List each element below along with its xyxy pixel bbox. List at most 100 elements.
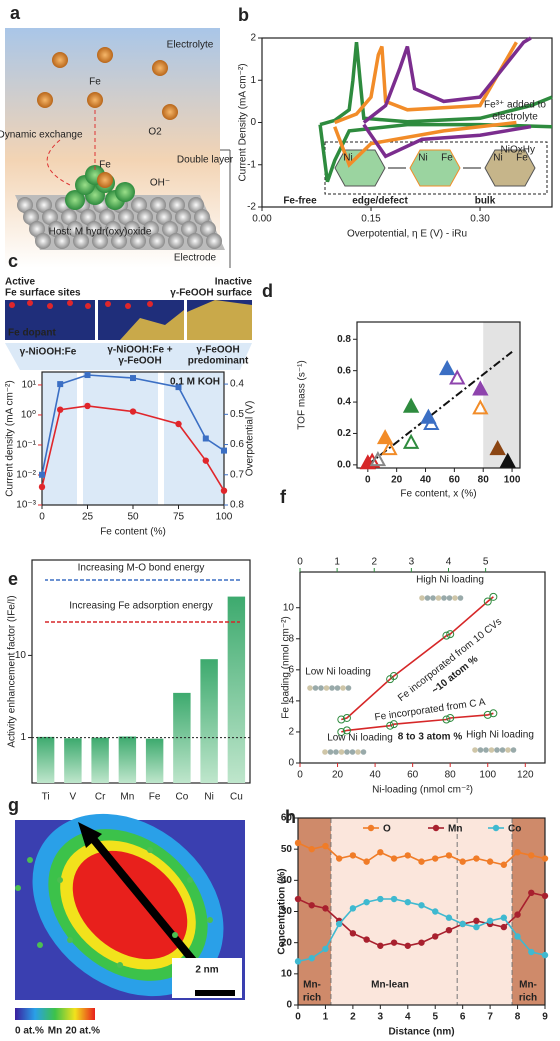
y2-tick-label: 0.8 [230,500,244,511]
fe-ion [52,52,68,68]
x-tick-label: Cr [95,792,106,803]
electrode-atom [23,209,39,225]
annotation: 8 to 3 atom % [398,732,463,743]
colorbar [15,1008,95,1020]
marker [308,845,315,853]
region-label: rich [303,993,321,1004]
annotation: Increasing Fe adsorption energy [69,601,212,612]
marker [363,452,381,468]
fe-ion [152,60,168,76]
marker [389,720,398,729]
annotation: γ-FeOOH [196,345,239,356]
y2-tick-label: 0.4 [230,379,244,390]
atom [510,747,517,753]
x-tick-label: 0.00 [252,214,272,225]
inset-label: Ni [418,153,427,164]
marker [363,858,370,865]
electrode-atom [29,221,45,237]
marker [337,715,346,724]
legend-label: edge/defect [352,196,408,207]
electrode-atom [36,197,52,213]
annotation: γ-FeOOH [118,356,161,367]
annotation: Low Ni loading [305,667,371,678]
x-axis-label: Fe content (%) [100,527,166,538]
x-tick-label: Mn [120,792,134,803]
y-tick-label: 10 [281,968,293,979]
electrode-atom [188,197,204,213]
y-axis-label: TOF mass (s⁻¹) [297,360,308,430]
inset-label: Fe [516,153,528,164]
marker [541,855,549,862]
y-tick-label: 0.0 [337,460,351,471]
x-tick-label: Fe [149,792,161,803]
x-tick-label: 20 [332,770,344,781]
marker [349,930,357,937]
x-tick-label: 4 [405,1012,411,1023]
marker [342,726,351,735]
illustration-text: Fe [99,160,111,171]
electrode-atom [92,233,108,249]
annotation: Inactive [215,277,253,288]
atom [318,685,324,691]
illustration-text: Electrolyte [167,40,214,51]
marker [423,414,440,431]
electrode-atom [206,233,222,249]
marker [445,852,453,859]
y-tick-label: 20 [281,937,293,948]
x-tick-label: 0 [295,1012,301,1023]
y-axis-label: Concentration (%) [277,868,288,954]
marker [514,911,521,918]
series-line [318,42,553,183]
fe-ion [97,47,113,63]
atom [360,749,367,755]
region-label: Mn- [519,980,537,991]
panel-letter: c [8,251,18,271]
panel-a [5,28,231,268]
atom [329,685,335,691]
y-tick-label: 60 [281,813,293,824]
marker [220,487,228,494]
map-zone [72,850,188,960]
atom [327,749,334,755]
annotation: Fe dopant [8,328,56,339]
fe-site [85,303,91,309]
marker [130,375,136,382]
marker [432,855,439,862]
fit-line [367,351,513,466]
electrode-atom [181,221,197,237]
x-tick-label: 2 [350,1012,356,1023]
marker [322,945,329,953]
illustration-text: Electrode [174,253,217,264]
x-tick-label: 60 [449,475,461,486]
x2-tick-label: 0 [297,557,303,568]
fe-ion [87,92,103,108]
annotation: γ-NiOOH:Fe + [107,345,172,356]
atom [488,747,495,753]
feooh-phase [120,310,184,340]
x-tick-label: V [70,792,77,803]
panel-g-map [15,813,245,1020]
legend-marker [367,824,375,832]
fe-ion [162,104,178,120]
x-tick-label: 120 [517,770,534,781]
marker [335,855,343,862]
inset-hex [484,149,536,187]
marker [404,942,411,949]
marker [221,447,227,454]
atom-dot [187,877,193,883]
fe-site [147,301,153,307]
colorbar-label: 0 at.% [15,1026,44,1037]
y2-axis-label: Overpotential (V) [245,401,256,477]
marker [322,842,329,850]
shaded-region [483,322,520,468]
marker [472,399,489,415]
atom [477,747,484,753]
y-tick-label: 0.2 [337,428,351,439]
bar [64,738,82,783]
marker [202,435,209,442]
marker [342,713,351,722]
x2-tick-label: 4 [446,557,452,568]
atom [333,749,339,755]
annotation: High Ni loading [416,575,484,586]
